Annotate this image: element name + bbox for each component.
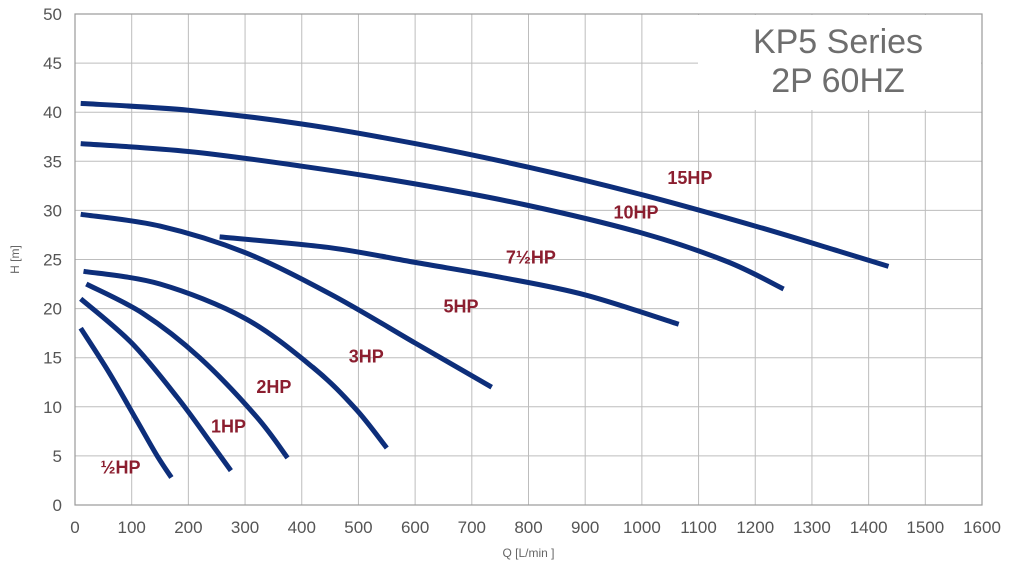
y-tick-label: 30 bbox=[43, 201, 62, 220]
x-tick-label: 500 bbox=[344, 518, 372, 537]
pump-curve-4 bbox=[80, 211, 493, 390]
y-tick-label: 25 bbox=[43, 251, 62, 270]
pump-curve-7 bbox=[80, 100, 890, 269]
x-axis-title: Q [L/min ] bbox=[502, 546, 554, 560]
y-tick-label: 10 bbox=[43, 398, 62, 417]
y-tick-label: 20 bbox=[43, 300, 62, 319]
x-tick-label: 200 bbox=[174, 518, 202, 537]
y-tick-label: 50 bbox=[43, 5, 62, 24]
y-axis-title: H [m] bbox=[8, 245, 22, 274]
title-background bbox=[698, 15, 981, 110]
chart-title-line2: 2P 60HZ bbox=[771, 62, 905, 100]
x-tick-label: 800 bbox=[514, 518, 542, 537]
x-tick-label: 1200 bbox=[736, 518, 774, 537]
x-tick-label: 900 bbox=[571, 518, 599, 537]
curve-label-0: ½HP bbox=[101, 458, 141, 478]
y-tick-label: 35 bbox=[43, 152, 62, 171]
curve-label-3: 3HP bbox=[349, 347, 384, 367]
curve-label-4: 5HP bbox=[443, 297, 478, 317]
chart-title-line1: KP5 Series bbox=[753, 23, 923, 61]
pump-curve-2 bbox=[85, 281, 290, 460]
x-tick-label: 1000 bbox=[623, 518, 661, 537]
y-axis-ticks: 0 5 10 15 20 25 30 35 40 45 50 bbox=[43, 5, 62, 515]
series-title-box: KP5 Series 2P 60HZ bbox=[698, 15, 981, 110]
x-tick-label: 300 bbox=[231, 518, 259, 537]
pump-curve-3 bbox=[83, 268, 389, 450]
y-tick-label: 5 bbox=[53, 447, 62, 466]
curve-label-2: 2HP bbox=[256, 377, 291, 397]
y-tick-label: 40 bbox=[43, 103, 62, 122]
pump-curve-0 bbox=[78, 326, 174, 479]
pump-curve-6 bbox=[80, 141, 785, 292]
pump-curve-1 bbox=[79, 296, 233, 473]
pump-curves bbox=[78, 100, 890, 479]
curve-labels: ½HP 1HP 2HP 3HP 5HP 7½HP 10HP 15HP bbox=[101, 168, 713, 478]
curve-label-5: 7½HP bbox=[506, 247, 556, 267]
y-tick-label: 15 bbox=[43, 349, 62, 368]
x-tick-label: 1100 bbox=[680, 518, 717, 537]
x-tick-label: 100 bbox=[118, 518, 146, 537]
y-tick-label: 45 bbox=[43, 54, 62, 73]
curve-label-7: 15HP bbox=[667, 168, 712, 188]
x-tick-label: 1300 bbox=[793, 518, 831, 537]
x-tick-label: 400 bbox=[288, 518, 316, 537]
curve-label-1: 1HP bbox=[211, 416, 246, 436]
curve-label-6: 10HP bbox=[614, 202, 659, 222]
y-tick-label: 0 bbox=[53, 496, 62, 515]
x-tick-label: 700 bbox=[458, 518, 486, 537]
x-tick-label: 600 bbox=[401, 518, 429, 537]
x-tick-label: 1400 bbox=[850, 518, 888, 537]
plot-frame bbox=[74, 13, 983, 506]
x-tick-label: 1600 bbox=[963, 518, 1001, 537]
x-axis-ticks: 0 100 200 300 400 500 600 700 800 900 1000 1100 1200… bbox=[70, 518, 1001, 537]
x-tick-label: 1500 bbox=[906, 518, 944, 537]
pump-curve-5 bbox=[219, 234, 680, 327]
x-tick-label: 0 bbox=[70, 518, 79, 537]
